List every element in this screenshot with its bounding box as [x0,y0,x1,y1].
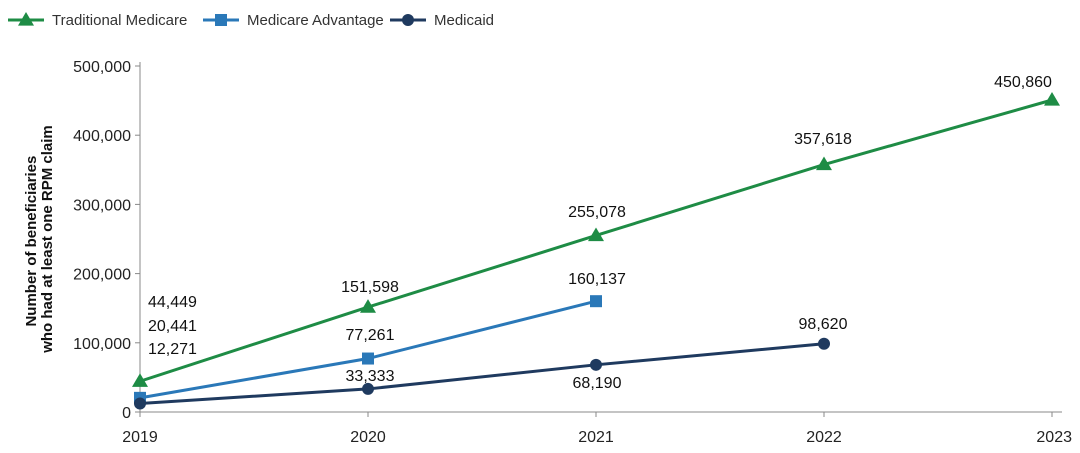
x-tick-label: 2023 [1036,429,1072,446]
x-tick-label: 2020 [350,429,386,446]
data-label-medicare-advantage: 77,261 [346,327,395,344]
data-point-traditional-medicare [816,156,832,171]
x-tick-label: 2021 [578,429,614,446]
data-label-traditional-medicare: 450,860 [994,74,1052,91]
series-line-medicaid [139,342,825,406]
data-label-traditional-medicare: 255,078 [568,204,626,221]
legend-item-medicaid: Medicaid [390,12,494,29]
legend-label: Medicare Advantage [247,12,384,29]
data-label-medicaid: 98,620 [799,316,848,333]
y-axis-title: Number of beneficiaries who had at least… [23,125,56,354]
data-label-medicare-advantage: 160,137 [568,271,626,288]
data-point-traditional-medicare [1044,92,1060,106]
data-label-traditional-medicare: 357,618 [794,131,852,148]
data-label-medicaid: 68,190 [573,375,622,392]
data-point-medicare-advantage [362,352,374,365]
y-tick-label: 0 [122,405,131,422]
axes [139,62,1062,413]
data-point-medicaid [362,382,374,395]
x-axis-ticks: 2019 2020 2021 2022 2023 [122,412,1072,446]
data-label-medicaid: 33,333 [346,368,395,385]
y-tick-label: 300,000 [73,197,131,214]
legend-triangle-icon [18,12,34,26]
y-axis-title-line-2: who had at least one RPM claim [39,125,56,354]
y-axis-title-line-1: Number of beneficiaries [23,156,40,327]
data-point-traditional-medicare [588,227,604,242]
data-label-traditional-medicare: 151,598 [341,279,399,296]
legend-circle-icon [402,14,414,26]
y-tick-label: 500,000 [73,59,131,76]
data-label-traditional-medicare: 44,449 [148,294,197,311]
data-point-traditional-medicare [132,373,148,387]
data-label-medicaid: 12,271 [148,341,197,358]
legend-label: Traditional Medicare [52,12,187,29]
series-medicaid [134,337,830,410]
data-point-medicaid [818,337,830,350]
data-point-medicaid [134,397,146,410]
y-axis-ticks: 0 100,000 200,000 300,000 400,000 500,000 [73,59,140,422]
data-label-medicare-advantage: 20,441 [148,318,197,335]
data-point-medicaid [590,358,602,371]
y-tick-label: 200,000 [73,267,131,284]
y-tick-label: 100,000 [73,336,131,353]
legend-square-icon [215,14,227,26]
data-point-medicare-advantage [590,295,602,308]
legend-item-traditional-medicare: Traditional Medicare [8,12,187,29]
data-labels: 44,449 151,598 255,078 357,618 450,860 20,441… [148,74,1052,392]
y-tick-label: 400,000 [73,128,131,145]
legend-item-medicare-advantage: Medicare Advantage [203,12,384,29]
x-tick-label: 2019 [122,429,158,446]
data-point-traditional-medicare [360,299,376,313]
legend: Traditional Medicare Medicare Advantage Me… [8,12,494,29]
x-tick-label: 2022 [806,429,842,446]
series-traditional-medicare [132,92,1060,387]
series-group [132,92,1060,410]
legend-label: Medicaid [434,12,494,29]
